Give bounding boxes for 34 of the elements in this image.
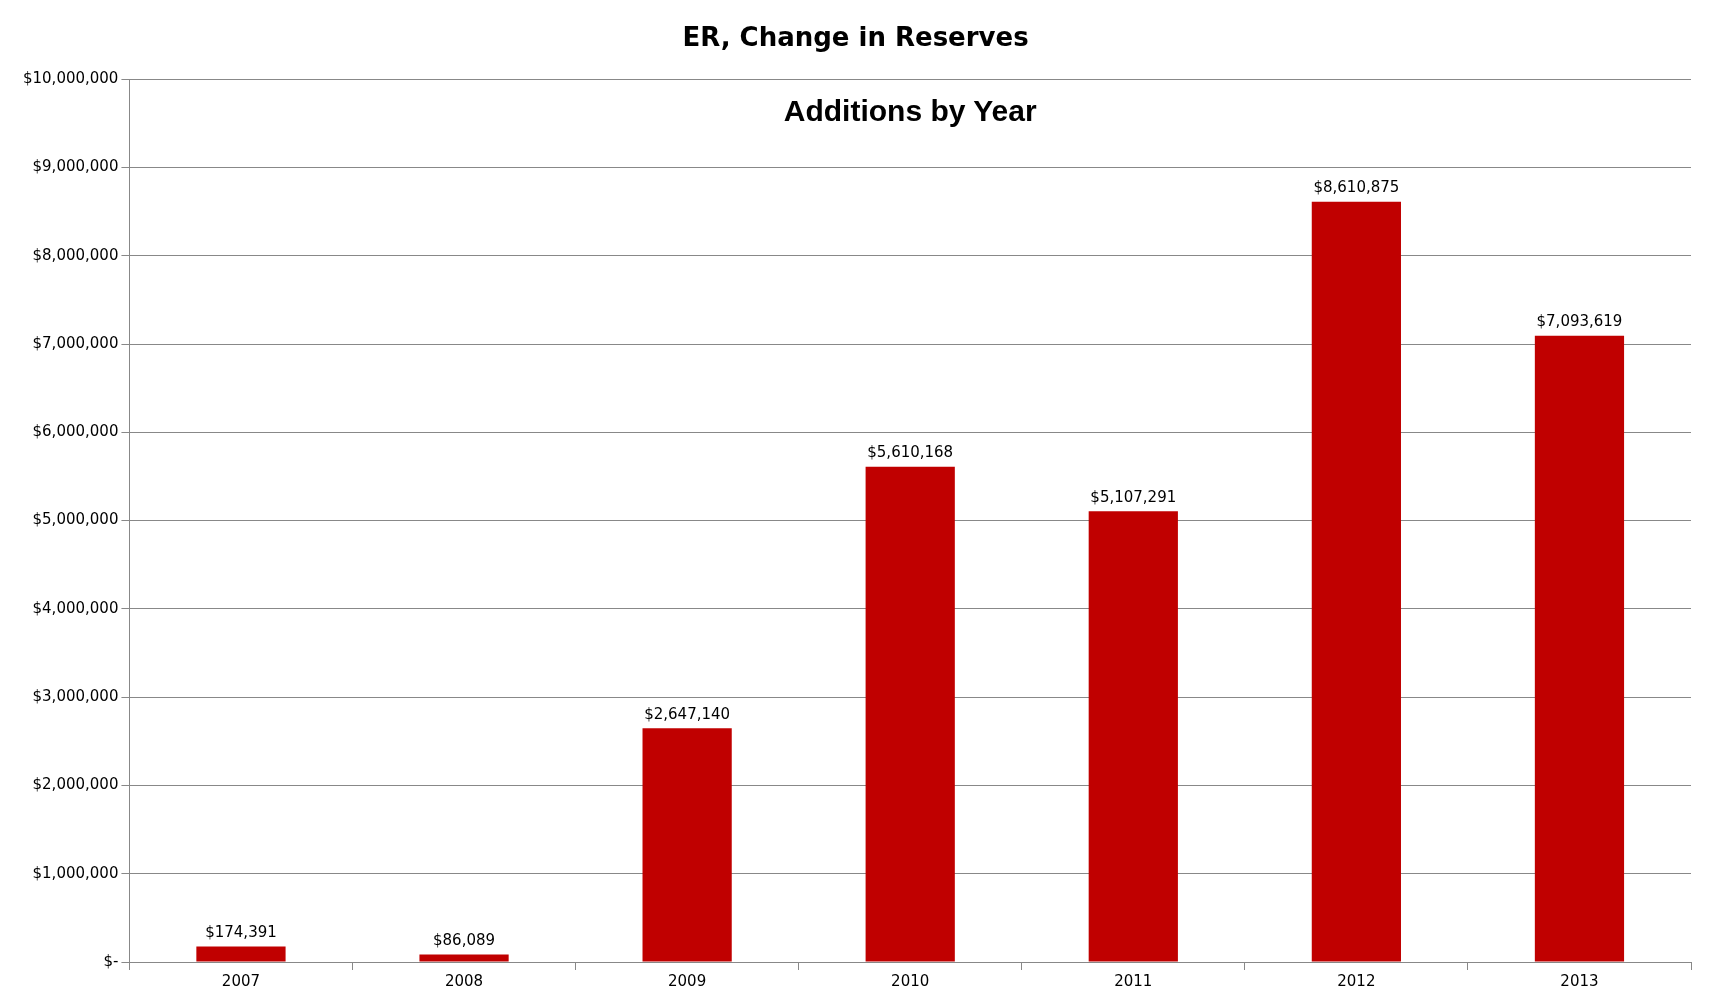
bar: [196, 946, 286, 962]
bar: [419, 954, 509, 962]
data-label: $2,647,140: [644, 704, 731, 723]
y-tick-label: $6,000,000: [32, 422, 119, 441]
bar: [1311, 201, 1401, 962]
text: Additions by Year: [783, 94, 1037, 128]
y-tick-label: $-: [103, 951, 119, 970]
x-tick-label: 2012: [1337, 971, 1376, 990]
y-tick-label: $3,000,000: [32, 687, 119, 706]
x-tick-label: 2009: [668, 971, 707, 990]
y-tick-label: $10,000,000: [22, 69, 119, 88]
y-tick-label: $5,000,000: [32, 510, 119, 529]
data-label: $86,089: [433, 930, 496, 949]
chart-title: ER, Change in Reserves: [682, 22, 1029, 53]
data-label: $5,107,291: [1090, 487, 1177, 506]
bar: [1088, 511, 1178, 962]
y-tick-label: $1,000,000: [32, 863, 119, 882]
y-tick-label: $9,000,000: [32, 157, 119, 176]
bar: [642, 728, 732, 962]
y-tick-label: $7,000,000: [32, 333, 119, 352]
x-tick-label: 2007: [221, 971, 261, 990]
x-tick-label: 2010: [891, 971, 930, 990]
y-tick-label: $4,000,000: [32, 598, 119, 617]
bar: [1534, 335, 1625, 962]
y-tick-label: $8,000,000: [32, 245, 119, 264]
y-tick-label: $2,000,000: [32, 775, 119, 794]
data-label: $7,093,619: [1536, 312, 1623, 331]
x-tick-label: 2011: [1114, 971, 1153, 990]
data-label: $174,391: [205, 923, 277, 941]
data-label: $5,610,168: [867, 443, 954, 462]
x-tick-label: 2008: [444, 971, 484, 990]
data-label: $8,610,875: [1313, 178, 1400, 197]
x-tick-label: 2013: [1560, 971, 1599, 990]
bar: [865, 466, 955, 962]
